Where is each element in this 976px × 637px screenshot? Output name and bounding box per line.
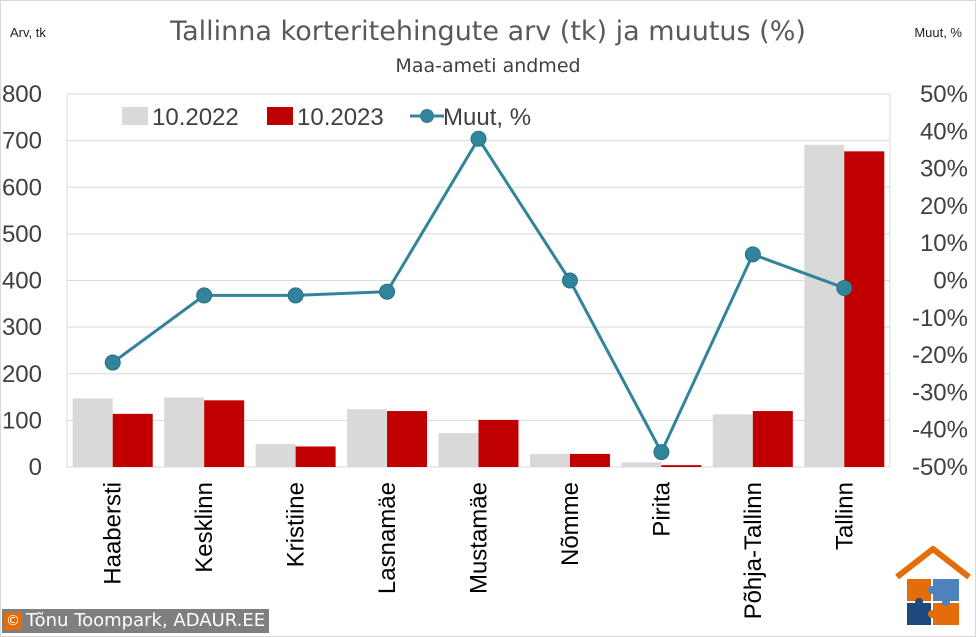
change-point [653,444,670,461]
copyright-icon: © [4,612,22,630]
left-tick-label: 500 [2,221,42,248]
change-point [561,272,578,289]
bar-2022 [164,397,205,467]
right-axis-ticks: -50% -40% -30% -20% -10% 0% 10% 20% 30% 40% 50% [912,81,968,481]
category-label: Pirita [648,481,675,536]
right-tick-label: 10% [920,230,968,257]
change-point [470,130,487,147]
bar-series [72,144,885,468]
change-point [196,287,213,304]
bar-2023 [112,413,153,467]
change-point [379,283,396,300]
right-tick-label: -30% [912,379,968,406]
legend-swatch-10.2023 [267,107,293,125]
left-tick-label: 400 [2,268,42,295]
bar-2023 [204,400,245,467]
copyright-badge: © Tõnu Toompark, ADAUR.EE [2,609,270,633]
left-tick-label: 200 [2,361,42,388]
right-tick-label: 0% [933,268,968,295]
left-tick-label: 700 [2,128,42,155]
left-axis-unit-label: Arv, tk [10,25,46,40]
legend-swatch-10.2022 [122,107,148,125]
bar-2023 [661,465,702,467]
bar-2022 [347,409,388,467]
change-point [287,287,304,304]
chart-subtitle: Maa-ameti andmed [395,55,580,77]
category-label: Mustamäe [466,482,493,594]
bar-2022 [72,398,113,467]
copyright-text: Tõnu Toompark, ADAUR.EE [26,610,266,631]
category-labels: Haabersti Kesklinn Kristiine Lasnamäe Mustam… [100,481,859,619]
bar-2023 [478,419,519,467]
change-point [104,354,121,371]
legend: 10.2022 10.2023 Muut, % [122,104,531,131]
house-puzzle-logo [895,546,971,625]
right-tick-label: -10% [912,305,968,332]
legend-label: 10.2022 [152,104,239,131]
bar-2022 [438,432,479,467]
bar-2023 [569,453,610,467]
right-tick-label: 40% [920,118,968,145]
bar-2022 [529,453,570,467]
bar-2022 [804,144,845,468]
line-series [104,130,853,461]
left-tick-label: 100 [2,407,42,434]
right-tick-label: -50% [912,454,968,481]
legend-marker-swatch [420,109,434,123]
left-tick-label: 0 [29,454,42,481]
right-tick-label: 50% [920,81,968,108]
left-tick-label: 600 [2,174,42,201]
category-label: Tallinn [831,482,858,550]
right-tick-label: 20% [920,193,968,220]
bar-2022 [712,414,753,467]
bar-2023 [387,411,428,467]
category-label: Kristiine [283,482,310,567]
right-tick-label: -40% [912,417,968,444]
bar-2022 [255,444,296,467]
category-label: Kesklinn [191,482,218,573]
right-tick-label: 30% [920,156,968,183]
category-label: Lasnamäe [374,482,401,594]
right-axis-unit-label: Muut, % [914,25,962,40]
left-axis-ticks: 0 100 200 300 400 500 600 700 800 [2,81,42,481]
right-tick-label: -20% [912,342,968,369]
bar-2023 [844,151,885,467]
chart-title: Tallinna korteritehingute arv (tk) ja mu… [169,16,806,47]
bar-2022 [621,462,662,467]
bar-2023 [752,411,793,467]
category-label: Nõmme [557,482,584,566]
change-point [836,279,853,296]
left-tick-label: 300 [2,314,42,341]
category-label: Haabersti [100,482,127,585]
bar-2023 [295,446,336,467]
legend-label: Muut, % [443,104,531,131]
category-label: Põhja-Tallinn [740,482,767,619]
left-tick-label: 800 [2,81,42,108]
legend-label: 10.2023 [297,104,384,131]
change-point [744,246,761,263]
